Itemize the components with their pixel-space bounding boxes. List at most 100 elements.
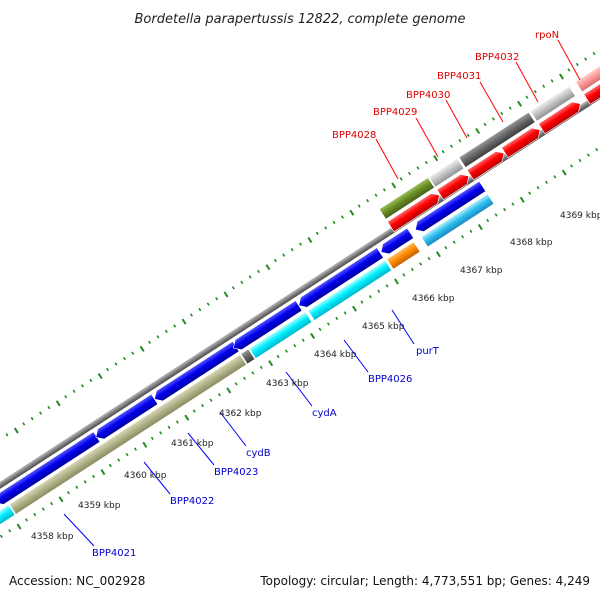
tick-label: 4362 kbp xyxy=(219,409,262,419)
outer-scale-tick xyxy=(282,253,286,257)
outer-scale-tick xyxy=(491,117,495,121)
inner-scale-tick xyxy=(276,354,280,359)
cds-arrow-bpp4023[interactable] xyxy=(151,340,240,404)
gene-label-bpp4026[interactable]: BPP4026 xyxy=(368,374,412,385)
gene-label-bpp4021[interactable]: BPP4021 xyxy=(92,548,136,559)
cds-arrow-rpon[interactable] xyxy=(583,78,600,105)
inner-scale-tick xyxy=(553,175,557,179)
gene-label-cyda[interactable]: cydA xyxy=(312,408,337,419)
outer-scale-tick xyxy=(30,416,34,421)
tick-label: 4365 kbp xyxy=(362,322,405,332)
tick-label: 4358 kbp xyxy=(31,532,74,542)
gene-label-bpp4030[interactable]: BPP4030 xyxy=(406,90,450,101)
gene-label-purt[interactable]: purT xyxy=(416,346,440,357)
outer-scale-tick xyxy=(366,198,370,203)
cds-arrow-bpp4029[interactable] xyxy=(436,171,472,201)
outer-scale-tick xyxy=(466,133,470,137)
cds-arrow-bpp4022[interactable] xyxy=(93,393,159,442)
feature-pink-rpon[interactable] xyxy=(575,64,600,93)
gene-label-cydb[interactable]: cydB xyxy=(246,448,271,459)
outer-scale-tick xyxy=(39,411,43,415)
inner-scale-tick xyxy=(402,273,406,277)
cds-arrow-bpp4026[interactable] xyxy=(378,227,415,257)
inner-scale-tick xyxy=(134,447,137,451)
gene-label-bpp4022[interactable]: BPP4022 xyxy=(170,496,214,507)
tick-label: 4361 kbp xyxy=(171,439,214,449)
outer-scale-tick xyxy=(198,307,202,312)
gene-label-bpp4028[interactable]: BPP4028 xyxy=(332,130,376,141)
inner-scale-tick xyxy=(368,294,372,299)
gene-label-bpp4023[interactable]: BPP4023 xyxy=(214,467,258,478)
cds-arrow-bpp4032[interactable] xyxy=(538,99,583,135)
inner-scale-tick xyxy=(142,441,148,448)
outer-scale-tick xyxy=(223,291,229,298)
outer-scale-tick xyxy=(265,264,271,271)
gene-label-bpp4031[interactable]: BPP4031 xyxy=(437,71,481,82)
cds-arrow-cyda[interactable] xyxy=(296,247,384,311)
feature-lightgray-bpp4032[interactable] xyxy=(529,85,576,122)
outer-scale-tick xyxy=(374,193,378,197)
cds-arrow-bpp4031[interactable] xyxy=(501,125,544,159)
inner-scale-tick xyxy=(419,262,423,266)
outer-scale-tick xyxy=(5,433,9,437)
tick-label: 4369 kbp xyxy=(560,211,600,221)
inner-scale-tick xyxy=(209,398,213,402)
leader-cyda xyxy=(285,371,313,407)
outer-scale-tick xyxy=(72,389,76,393)
feature-lightgray-bpp4029[interactable] xyxy=(428,158,465,188)
inner-scale-tick xyxy=(201,403,205,408)
feature-tan-bpp4022-4023[interactable] xyxy=(8,354,247,515)
feature-orange-bpp4026[interactable] xyxy=(386,241,421,270)
inner-scale-tick xyxy=(326,322,330,326)
outer-scale-tick xyxy=(307,236,313,243)
inner-scale-tick xyxy=(343,311,347,315)
cds-arrow-purt[interactable] xyxy=(412,180,487,235)
feature-cyan-bpp4021[interactable] xyxy=(0,504,16,529)
inner-scale-tick xyxy=(175,420,179,424)
outer-scale-tick xyxy=(315,231,319,236)
inner-scale-tick xyxy=(259,365,263,370)
feature-olive-bpp4028[interactable] xyxy=(378,177,435,220)
inner-scale-tick xyxy=(234,382,238,386)
outer-scale-tick xyxy=(592,51,596,56)
outer-scale-tick xyxy=(189,313,193,317)
tick-label: 4367 kbp xyxy=(460,266,503,276)
cds-arrow-bpp4021[interactable] xyxy=(0,431,101,508)
scale-tick-marks xyxy=(0,51,599,538)
outer-scale-tick xyxy=(475,127,481,135)
gene-label-rpon[interactable]: rpoN xyxy=(535,30,559,41)
cds-arrow-cydb[interactable] xyxy=(230,300,303,354)
feature-sky-purt[interactable] xyxy=(420,193,495,248)
inner-scale-tick xyxy=(50,501,54,506)
inner-scale-tick xyxy=(536,186,540,190)
outer-scale-tick xyxy=(357,204,361,208)
outer-scale-tick xyxy=(332,220,336,225)
outer-scale-tick xyxy=(13,427,19,434)
outer-scale-tick xyxy=(22,422,26,426)
outer-scale-tick xyxy=(164,329,168,334)
inner-scale-tick xyxy=(477,223,483,231)
feature-darkgray-junction[interactable] xyxy=(240,348,256,365)
inner-scale-tick xyxy=(393,278,399,285)
leader-bpp4029 xyxy=(415,117,439,158)
feature-darkgray-bpp4030-4031[interactable] xyxy=(458,111,536,168)
feature-cyan-cydb[interactable] xyxy=(248,311,313,359)
outer-scale-tick xyxy=(584,57,588,61)
outer-scale-tick xyxy=(299,242,302,246)
feature-cyan-cyda[interactable] xyxy=(307,259,393,321)
gene-label-bpp4032[interactable]: BPP4032 xyxy=(475,52,519,63)
inner-scale-tick xyxy=(0,534,3,538)
gene-label-bpp4029[interactable]: BPP4029 xyxy=(373,107,417,118)
outer-scale-tick xyxy=(273,258,277,263)
outer-scale-tick xyxy=(391,182,397,189)
outer-scale-tick xyxy=(349,209,355,216)
outer-scale-tick xyxy=(106,367,110,372)
inner-scale-tick xyxy=(24,518,28,522)
cds-arrow-bpp4028[interactable] xyxy=(387,190,442,233)
inner-scale-tick xyxy=(561,169,567,176)
inner-scale-tick xyxy=(410,267,414,272)
leader-bpp4032 xyxy=(515,61,539,103)
outer-scale-tick xyxy=(173,324,177,328)
genome-track xyxy=(0,40,600,547)
cds-arrow-bpp4030[interactable] xyxy=(466,148,507,181)
